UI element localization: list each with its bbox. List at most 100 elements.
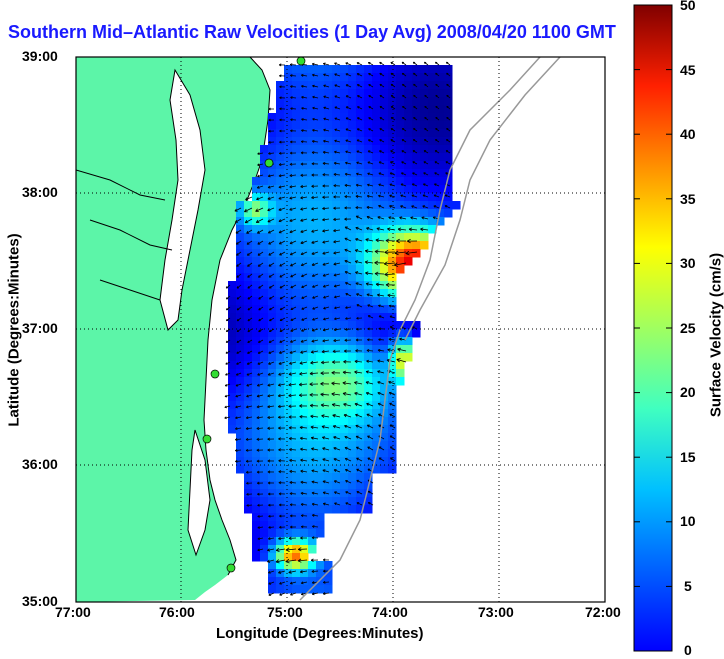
velocity-cell <box>308 89 317 98</box>
velocity-cell <box>356 337 365 346</box>
velocity-cell <box>364 241 373 250</box>
velocity-cell <box>316 569 325 578</box>
velocity-cell <box>380 289 389 298</box>
current-arrowhead <box>355 349 359 353</box>
velocity-cell <box>316 169 325 178</box>
velocity-cell <box>428 121 437 130</box>
current-arrow <box>236 284 242 289</box>
current-arrowhead <box>246 394 249 398</box>
velocity-cell <box>364 289 373 298</box>
velocity-cell <box>388 89 397 98</box>
current-arrow <box>311 339 319 342</box>
velocity-cell <box>268 497 277 506</box>
velocity-cell <box>332 201 341 210</box>
velocity-cell <box>268 505 277 514</box>
velocity-cell <box>364 393 373 402</box>
velocity-cell <box>308 177 317 186</box>
current-arrow <box>246 405 253 408</box>
current-arrowhead <box>322 262 326 266</box>
current-arrow <box>377 392 385 396</box>
current-arrowhead <box>236 351 239 354</box>
current-arrowhead <box>323 295 326 299</box>
current-arrow <box>376 228 385 231</box>
current-arrowhead <box>332 425 337 429</box>
velocity-cell <box>292 441 301 450</box>
current-arrow <box>345 317 352 320</box>
current-arrowhead <box>435 139 438 142</box>
current-arrowhead <box>424 128 427 131</box>
current-arrowhead <box>289 492 293 496</box>
velocity-cell <box>316 241 325 250</box>
velocity-cell <box>260 185 269 194</box>
velocity-cell <box>332 241 341 250</box>
current-arrowhead <box>268 537 271 541</box>
current-arrowhead <box>332 360 336 364</box>
velocity-cell <box>284 313 293 322</box>
velocity-cell <box>236 425 245 434</box>
current-arrow <box>278 207 286 211</box>
velocity-cell <box>268 257 277 266</box>
current-arrowhead <box>390 83 394 87</box>
velocity-cell <box>260 361 269 370</box>
velocity-cell <box>356 153 365 162</box>
current-arrowhead <box>412 61 416 65</box>
current-arrow <box>269 317 275 322</box>
velocity-cell <box>300 305 309 314</box>
current-arrow <box>257 548 264 551</box>
velocity-cell <box>332 65 341 74</box>
current-arrow <box>368 502 374 506</box>
velocity-cell <box>372 345 381 354</box>
velocity-cell <box>388 153 397 162</box>
velocity-cell <box>412 217 421 226</box>
velocity-cell <box>244 329 253 338</box>
velocity-cell <box>244 265 253 274</box>
current-arrow <box>344 447 352 451</box>
current-arrowhead <box>256 185 260 189</box>
current-arrowhead <box>344 270 348 274</box>
current-arrowhead <box>364 260 369 265</box>
current-arrowhead <box>257 548 260 552</box>
velocity-cell <box>276 521 285 530</box>
current-arrow <box>268 526 275 528</box>
current-arrow <box>301 74 308 77</box>
current-arrowhead <box>355 435 359 439</box>
current-arrow <box>368 139 374 143</box>
current-arrowhead <box>333 480 337 483</box>
current-arrowhead <box>354 391 358 396</box>
velocity-cell <box>292 337 301 346</box>
current-arrow <box>279 306 286 311</box>
velocity-cell <box>332 329 341 338</box>
velocity-cell <box>268 513 277 522</box>
velocity-cell <box>372 321 381 330</box>
current-arrowhead <box>345 292 349 296</box>
current-arrowhead <box>333 172 337 177</box>
velocity-cell <box>340 281 349 290</box>
velocity-cell <box>324 417 333 426</box>
current-arrowhead <box>355 206 359 210</box>
current-arrowhead <box>444 205 448 208</box>
current-arrow <box>224 394 231 397</box>
velocity-cell <box>412 201 421 210</box>
velocity-cell <box>284 241 293 250</box>
current-arrow <box>333 469 341 473</box>
bathymetry-contour <box>299 57 541 601</box>
velocity-cell <box>284 265 293 274</box>
velocity-cell <box>276 433 285 442</box>
current-arrow <box>256 218 264 223</box>
current-arrowhead <box>309 392 313 397</box>
current-arrowhead <box>246 373 250 376</box>
current-arrow <box>301 262 308 266</box>
current-arrow <box>334 117 341 121</box>
current-arrowhead <box>366 205 370 209</box>
current-arrow <box>388 216 396 220</box>
current-arrowhead <box>236 253 239 256</box>
current-arrowhead <box>311 480 315 484</box>
velocity-cell <box>340 241 349 250</box>
velocity-cell <box>308 321 317 330</box>
current-arrow <box>356 446 363 451</box>
velocity-cell <box>236 441 245 450</box>
current-arrow <box>312 295 319 299</box>
current-arrow <box>366 227 374 231</box>
velocity-cell <box>428 169 437 178</box>
current-arrowhead <box>435 61 438 65</box>
